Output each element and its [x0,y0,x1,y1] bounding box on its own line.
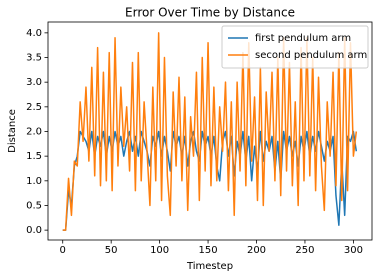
y-tick-label: 3.0 [26,77,42,88]
x-tick-label: 0 [60,245,66,256]
y-tick-label: 2.0 [26,126,42,137]
x-tick-label: 150 [199,245,218,256]
y-tick-label: 3.5 [26,53,42,64]
y-tick-label: 1.5 [26,151,42,162]
y-axis-label: Distance [7,109,18,153]
x-tick-label: 250 [295,245,314,256]
x-tick-label: 200 [247,245,266,256]
legend-label: second pendulum arm [255,50,367,61]
legend: first pendulum arm second pendulum arm [221,25,369,69]
x-tick-label: 100 [150,245,169,256]
legend-frame [221,25,369,69]
y-tick-label: 4.0 [26,28,42,39]
y-tick-label: 1.0 [26,176,42,187]
y-tick-label: 0.5 [26,200,42,211]
legend-label: first pendulum arm [255,33,351,44]
x-tick-label: 300 [344,245,363,256]
chart-title: Error Over Time by Distance [125,6,295,20]
y-tick-label: 2.5 [26,102,42,113]
plot-frame [47,21,373,241]
x-axis-label: Timestep [186,261,233,272]
x-tick-label: 50 [105,245,118,256]
y-tick-label: 0.0 [26,225,42,236]
